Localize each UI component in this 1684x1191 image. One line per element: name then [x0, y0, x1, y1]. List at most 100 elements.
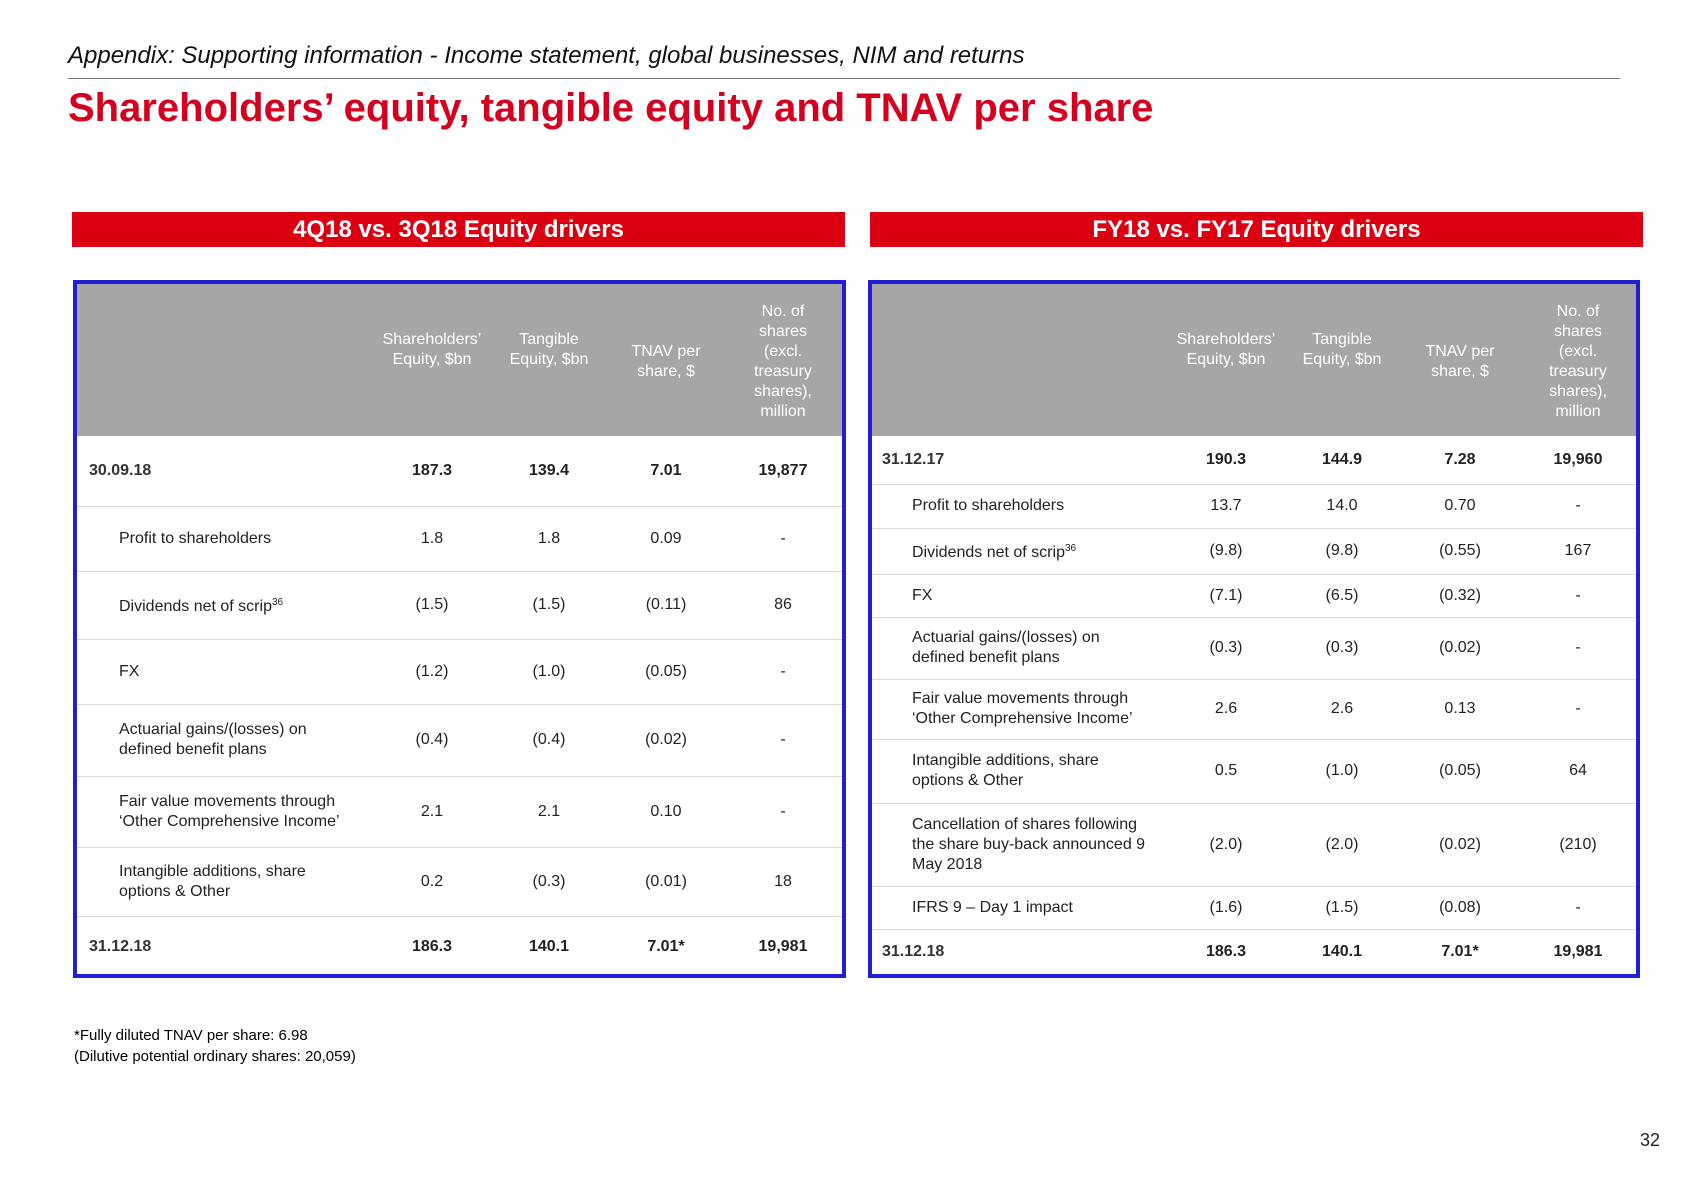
cell-equity: 1.8: [420, 529, 444, 547]
cell-equity: 0.2: [420, 872, 444, 890]
opening-balance-row: 31.12.17 190.3 144.9 7.28 19,960: [872, 436, 1636, 485]
cell-shares: 64: [1569, 762, 1587, 779]
row-label: Dividends net of scrip36: [119, 596, 284, 616]
cell-tangible: (0.3): [532, 872, 566, 890]
column-header-tangible: Tangible Equity, $bn: [1302, 331, 1382, 368]
cell-shares: -: [1575, 586, 1581, 604]
cell-shares: 86: [774, 596, 792, 613]
cell-equity: (9.8): [1209, 542, 1243, 559]
cell-tnav: (0.02): [1439, 835, 1481, 853]
cell-shares: -: [780, 731, 786, 748]
cell-shares: 19,981: [1553, 942, 1603, 960]
cell-equity: 0.5: [1214, 762, 1238, 779]
row-label: 31.12.18: [882, 942, 945, 960]
row-label: Fair value movements through ‘Other Comp…: [912, 690, 1133, 727]
column-header-tangible: Tangible Equity, $bn: [509, 331, 589, 368]
cell-tangible: 144.9: [1321, 451, 1363, 468]
cell-shares: 167: [1564, 542, 1592, 559]
cell-tnav: (0.55): [1439, 542, 1481, 559]
page-title: Shareholders’ equity, tangible equity an…: [68, 86, 1154, 130]
column-header-tnav: TNAV per share, $: [1425, 343, 1495, 380]
driver-row: Dividends net of scrip36 (1.5) (1.5) (0.11)…: [77, 571, 842, 640]
cell-tnav: (0.08): [1439, 898, 1481, 916]
cell-tnav: (0.05): [645, 662, 687, 680]
row-label-footnote-ref: 36: [1064, 542, 1077, 554]
cell-tnav: 0.09: [650, 529, 682, 547]
table-header-band: Shareholders’ Equity, $bn Tangible Equity…: [872, 284, 1636, 436]
page-subtitle: Appendix: Supporting information - Incom…: [68, 42, 1025, 69]
cell-tangible: 140.1: [528, 938, 570, 955]
cell-equity: 13.7: [1210, 497, 1242, 514]
cell-tangible: 2.6: [1330, 700, 1354, 717]
column-header-shares: No. of shares (excl. treasury shares), m…: [754, 303, 812, 420]
row-label: Dividends net of scrip36: [912, 542, 1077, 562]
driver-row: Fair value movements through ‘Other Comp…: [77, 776, 842, 848]
row-label: Fair value movements through ‘Other Comp…: [119, 792, 340, 830]
cell-equity: 186.3: [411, 938, 453, 955]
row-label: Profit to shareholders: [119, 529, 272, 547]
cell-tnav: (0.02): [645, 731, 687, 748]
cell-tangible: (9.8): [1325, 542, 1359, 559]
driver-row: Dividends net of scrip36 (9.8) (9.8) (0.55)…: [872, 528, 1636, 575]
cell-equity: (1.5): [415, 596, 449, 613]
cell-shares: -: [1575, 639, 1581, 656]
cell-equity: (0.3): [1209, 639, 1243, 656]
cell-equity: 186.3: [1205, 942, 1247, 960]
cell-tangible: (1.5): [1325, 898, 1359, 916]
cell-tnav: 0.10: [650, 802, 682, 820]
cell-shares: -: [780, 802, 786, 820]
closing-balance-row: 31.12.18 186.3 140.1 7.01* 19,981: [872, 929, 1636, 974]
footnote-diluted-tnav: *Fully diluted TNAV per share: 6.98: [74, 1027, 308, 1044]
cell-tangible: 1.8: [537, 529, 561, 547]
cell-tangible: (1.5): [532, 596, 566, 613]
driver-row: Intangible additions, share options & Ot…: [77, 847, 842, 917]
row-label: 31.12.18: [89, 938, 152, 955]
row-label: FX: [912, 586, 933, 604]
cell-equity: (1.2): [415, 662, 449, 680]
cell-equity: (0.4): [415, 731, 449, 748]
cell-tangible: (6.5): [1325, 586, 1359, 604]
right-equity-table: Shareholders’ Equity, $bn Tangible Equity…: [868, 280, 1640, 978]
cell-tnav: 7.01: [650, 462, 682, 479]
cell-tnav: 7.01*: [647, 938, 685, 955]
table-header-band: Shareholders’ Equity, $bn Tangible Equity…: [77, 284, 842, 436]
footnote-dilutive-shares: (Dilutive potential ordinary shares: 20,…: [74, 1048, 356, 1065]
cell-tangible: 14.0: [1326, 497, 1358, 514]
row-label: IFRS 9 – Day 1 impact: [912, 898, 1073, 916]
cell-tnav: 0.70: [1444, 497, 1476, 514]
driver-row: FX (1.2) (1.0) (0.05) -: [77, 639, 842, 705]
driver-row: IFRS 9 – Day 1 impact (1.6) (1.5) (0.08) -: [872, 886, 1636, 930]
cell-shares: -: [1575, 898, 1581, 916]
cell-tnav: (0.32): [1439, 586, 1481, 604]
driver-row: Intangible additions, share options & Ot…: [872, 739, 1636, 804]
cell-tangible: (1.0): [1325, 762, 1359, 779]
row-label: Profit to shareholders: [912, 497, 1065, 514]
cell-tangible: (1.0): [532, 662, 566, 680]
cell-shares: -: [780, 529, 786, 547]
cell-tnav: 7.01*: [1441, 942, 1479, 960]
row-label: Actuarial gains/(losses) on defined bene…: [119, 721, 307, 758]
driver-row: FX (7.1) (6.5) (0.32) -: [872, 574, 1636, 618]
cell-shares: 19,960: [1553, 451, 1603, 468]
cell-equity: 187.3: [411, 462, 453, 479]
row-label-footnote-ref: 36: [271, 596, 284, 608]
cell-tangible: 2.1: [537, 802, 561, 820]
cell-tangible: 139.4: [528, 462, 570, 479]
row-label: Actuarial gains/(losses) on defined bene…: [912, 629, 1100, 666]
row-label: 31.12.17: [882, 451, 945, 468]
right-panel-heading: FY18 vs. FY17 Equity drivers: [870, 212, 1643, 247]
cell-equity: (2.0): [1209, 835, 1243, 853]
cell-shares: -: [780, 662, 786, 680]
header-rule: [68, 78, 1620, 79]
cell-tnav: 0.13: [1444, 700, 1476, 717]
cell-equity: 2.1: [420, 802, 444, 820]
cell-tangible: (2.0): [1325, 835, 1359, 853]
row-label: Intangible additions, share options & Ot…: [912, 752, 1099, 789]
cell-tangible: (0.3): [1325, 639, 1359, 656]
row-label: 30.09.18: [89, 462, 152, 479]
cell-equity: (1.6): [1209, 898, 1243, 916]
row-label: FX: [119, 662, 140, 680]
column-header-shares: No. of shares (excl. treasury shares), m…: [1549, 303, 1607, 420]
closing-balance-row: 31.12.18 186.3 140.1 7.01* 19,981: [77, 916, 842, 974]
page-number: 32: [1640, 1130, 1661, 1150]
